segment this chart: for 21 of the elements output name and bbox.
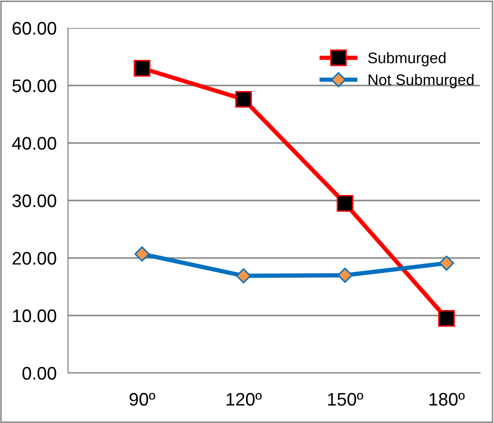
point	[235, 90, 252, 108]
x-tick-label: 90º	[130, 392, 156, 406]
point	[336, 195, 354, 212]
point	[438, 256, 454, 271]
x-tick-label: 150º	[328, 392, 364, 406]
point	[236, 268, 252, 284]
point	[438, 310, 455, 327]
y-tick-label: 0.00	[22, 366, 56, 380]
legend-label: Submurged	[368, 52, 446, 66]
y-tick-label: 30.00	[12, 194, 56, 208]
y-tick-label: 20.00	[12, 252, 56, 265]
legend-label: Not Submurged	[368, 74, 474, 88]
y-tick-label: 40.00	[12, 136, 56, 150]
point	[134, 60, 150, 77]
x-tick-label: 180º	[430, 392, 465, 406]
y-tick-label: 60.00	[12, 22, 56, 35]
x-tick-label: 120º	[226, 392, 262, 406]
point	[337, 268, 353, 283]
point	[134, 246, 150, 262]
y-tick-label: 50.00	[12, 79, 56, 92]
y-tick-label: 10.00	[13, 309, 56, 322]
